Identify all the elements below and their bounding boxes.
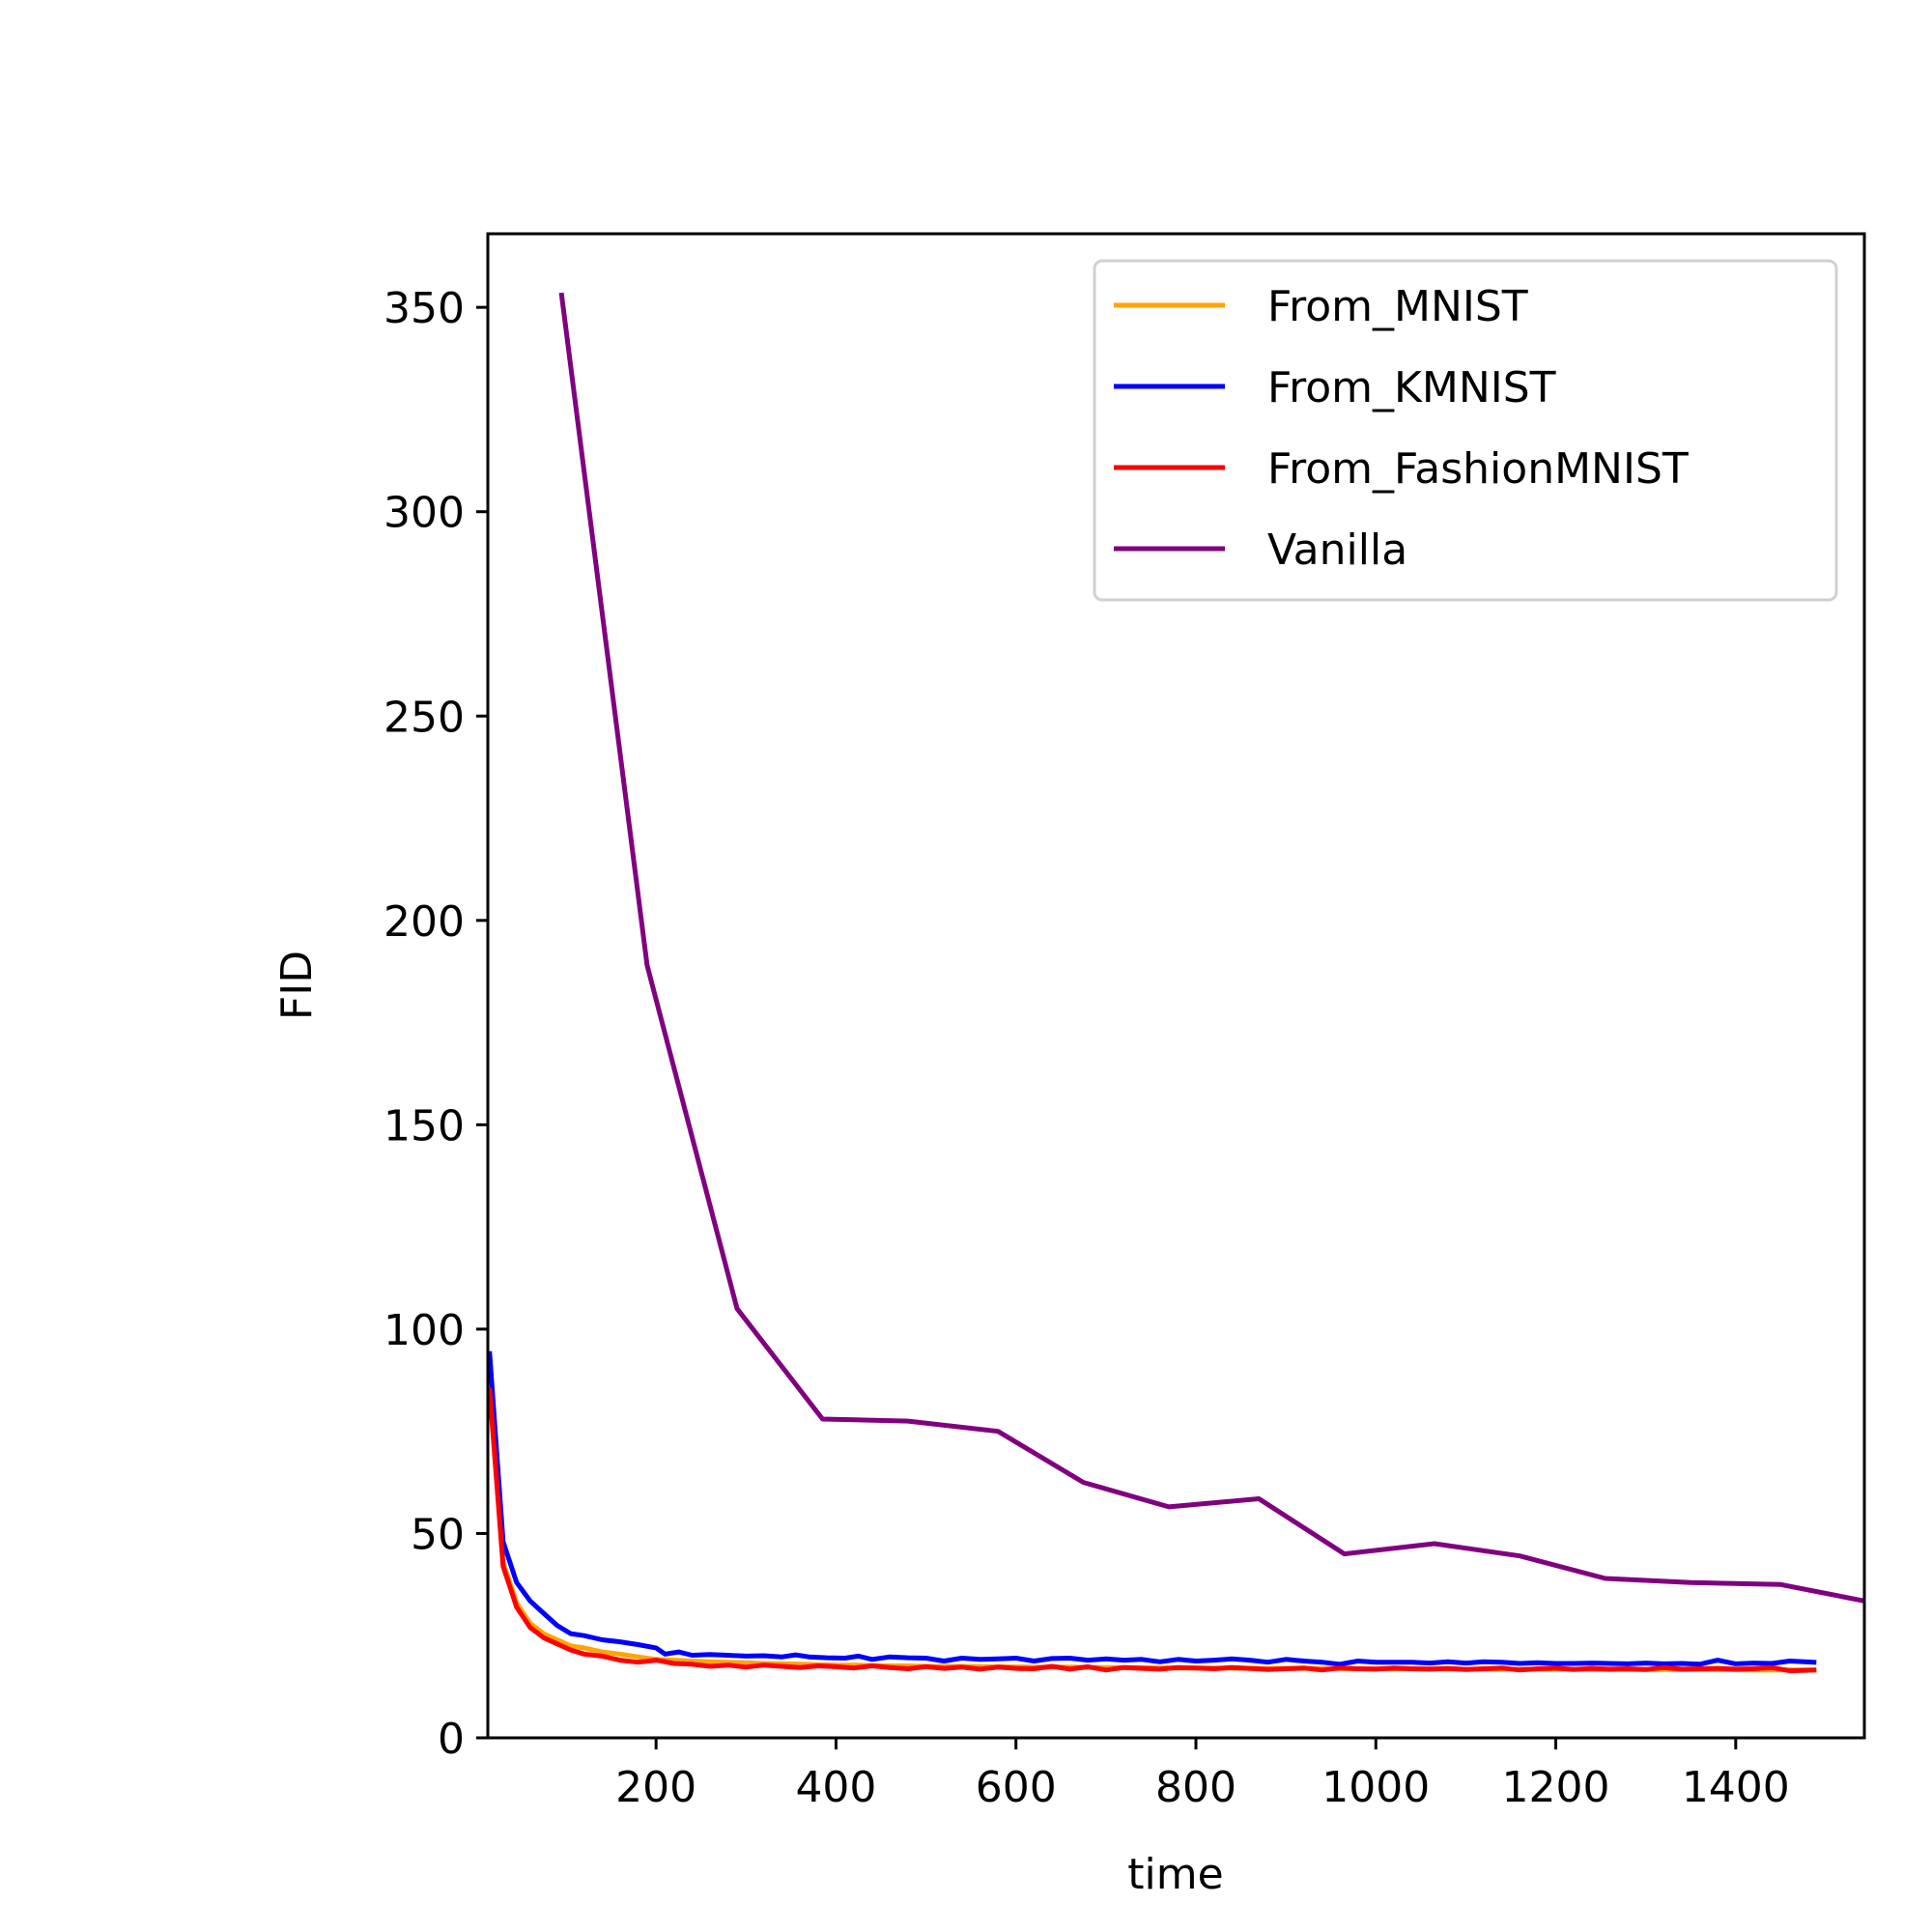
y-tick-label: 250: [384, 693, 465, 742]
x-tick-label: 1400: [1682, 1763, 1790, 1812]
y-tick-label: 0: [438, 1715, 465, 1764]
x-tick-label: 400: [795, 1763, 876, 1812]
series-layer: [488, 292, 1864, 1674]
legend-box: [1093, 259, 1838, 602]
y-axis-label: FID: [272, 951, 322, 1020]
legend-label-from-kmnist: From_KMNIST: [1267, 363, 1556, 412]
x-tick-label: 600: [976, 1763, 1057, 1812]
y-tick-label: 100: [384, 1306, 465, 1355]
series-line-vanilla: [558, 292, 1864, 1604]
x-tick-label: 1000: [1321, 1763, 1430, 1812]
legend-label-vanilla: Vanilla: [1267, 526, 1407, 575]
legend-label-from-mnist: From_MNIST: [1267, 282, 1528, 331]
y-tick-label: 350: [384, 284, 465, 333]
x-tick-label: 800: [1155, 1763, 1236, 1812]
x-tick-label: 200: [615, 1763, 696, 1812]
x-tick-label: 1200: [1502, 1763, 1610, 1812]
legend-label-from-fashionmnist: From_FashionMNIST: [1267, 444, 1689, 494]
y-tick-label: 300: [384, 489, 465, 538]
y-tick-label: 200: [384, 897, 465, 947]
legend-items: From_MNIST From_KMNIST From_FashionMNIST Va…: [1114, 282, 1689, 575]
legend: From_MNIST From_KMNIST From_FashionMNIST Va…: [1093, 259, 1838, 602]
y-tick-label: 50: [411, 1510, 465, 1559]
x-axis-label: time: [1127, 1850, 1223, 1899]
series-line-from-mnist: [488, 1376, 1817, 1673]
y-axis-ticks: 0 50 100 150 200 250 300 350: [384, 284, 488, 1764]
series-line-from-fashionmnist: [488, 1387, 1817, 1674]
y-tick-label: 150: [384, 1101, 465, 1151]
plot-frame: [486, 232, 1866, 1740]
series-line-from-kmnist: [488, 1350, 1817, 1667]
x-axis-ticks: 200 400 600 800 1000 1200 1400: [615, 1738, 1790, 1812]
